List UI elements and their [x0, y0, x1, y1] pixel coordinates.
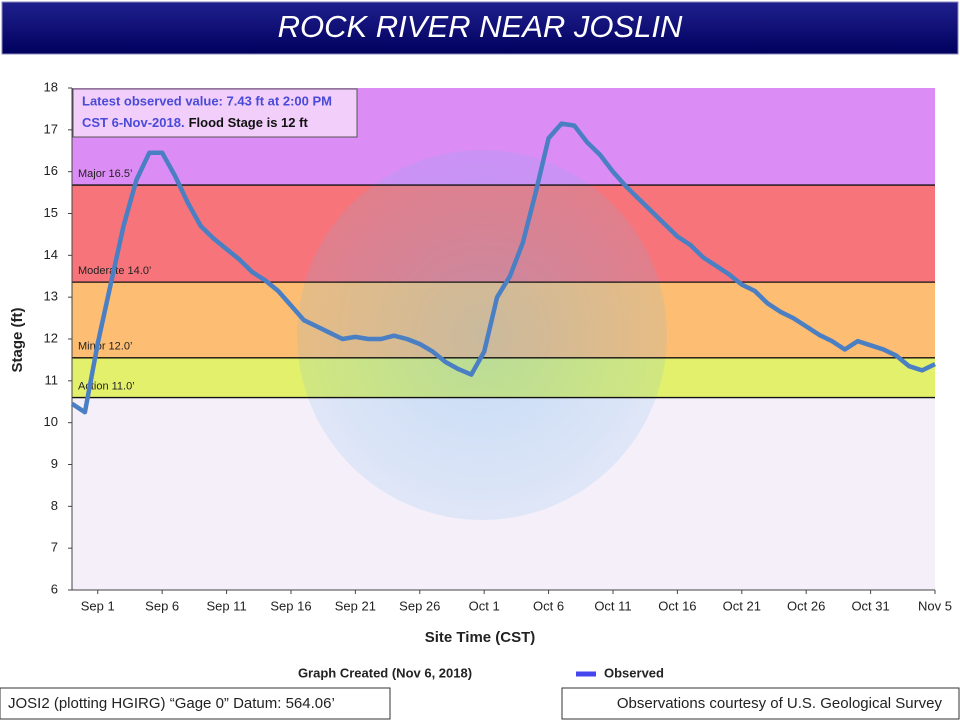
annotation-flood: Flood Stage is 12 ft [189, 115, 309, 130]
y-tick-label: 6 [51, 581, 58, 596]
annotation: Latest observed value: 7.43 ft at 2:00 P… [82, 93, 332, 108]
graph-created: Graph Created (Nov 6, 2018) [298, 665, 472, 680]
x-tick-label: Oct 16 [658, 598, 696, 613]
x-tick-label: Nov 5 [918, 598, 952, 613]
y-tick-label: 8 [51, 498, 58, 513]
y-axis-label: Stage (ft) [9, 308, 26, 373]
y-tick-label: 13 [44, 289, 58, 304]
flood-label: Major 16.5’ [78, 168, 132, 180]
y-tick-label: 17 [44, 121, 58, 136]
annotation-date: CST 6-Nov-2018. [82, 115, 185, 130]
x-tick-label: Oct 11 [594, 598, 631, 613]
x-tick-label: Oct 31 [851, 598, 889, 613]
y-tick-label: 16 [44, 163, 58, 178]
legend-label: Observed [604, 665, 664, 680]
watermark [297, 150, 667, 520]
y-tick-label: 15 [44, 205, 58, 220]
footer-left-box [0, 687, 391, 720]
x-tick-label: Sep 26 [399, 598, 440, 613]
annotation: CST 6-Nov-2018. Flood Stage is 12 ft [82, 115, 308, 130]
title-bar [1, 1, 959, 55]
x-tick-label: Sep 1 [81, 598, 115, 613]
footer-left: JOSI2 (plotting HGIRG) “Gage 0” Datum: 5… [8, 695, 335, 712]
y-tick-label: 9 [51, 456, 58, 471]
footer-right-box [561, 687, 960, 720]
footer-right: Observations courtesy of U.S. Geological… [617, 695, 943, 712]
flood-label: Minor 12.0’ [78, 341, 132, 353]
x-tick-label: Oct 26 [787, 598, 825, 613]
x-tick-label: Sep 16 [270, 598, 311, 613]
x-tick-label: Oct 1 [469, 598, 500, 613]
y-tick-label: 10 [44, 414, 58, 429]
annotation-box [72, 88, 358, 138]
chart-title: ROCK RIVER NEAR JOSLIN [278, 9, 683, 44]
series-line [70, 121, 936, 415]
flood-label: Action 11.0’ [78, 380, 135, 392]
x-tick-label: Sep 11 [206, 598, 246, 613]
y-tick-label: 14 [44, 247, 58, 262]
x-tick-label: Sep 21 [335, 598, 376, 613]
x-tick-label: Oct 21 [723, 598, 761, 613]
y-tick-label: 11 [45, 372, 59, 387]
y-tick-label: 18 [44, 79, 58, 94]
y-tick-label: 12 [44, 330, 58, 345]
plot: Action 11.0’Minor 12.0’Moderate 14.0’Maj… [44, 79, 952, 613]
x-tick-label: Oct 6 [533, 598, 564, 613]
x-axis-label: Site Time (CST) [425, 629, 536, 646]
y-tick-label: 7 [51, 540, 58, 555]
x-tick-label: Sep 6 [145, 598, 179, 613]
